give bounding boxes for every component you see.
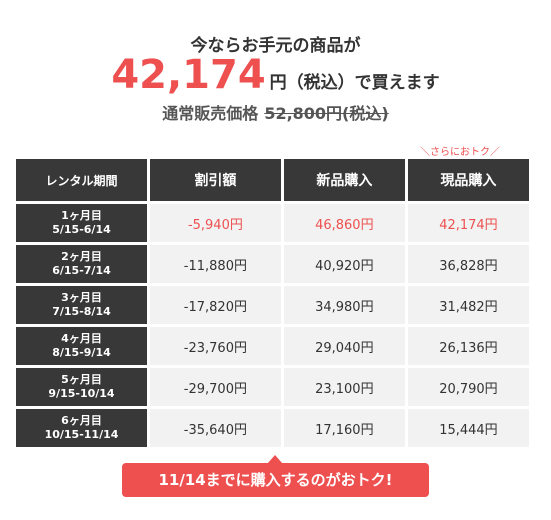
- header-current-purchase: 現品購入: [407, 159, 529, 201]
- period-month: 1ヶ月目: [61, 209, 102, 222]
- table-row: 4ヶ月目 8/15-9/14 -23,760円 29,040円 26,136円: [16, 327, 529, 365]
- discount-cell: -23,760円: [150, 327, 281, 365]
- period-range: 6/15-7/14: [52, 264, 111, 277]
- rental-price-table: レンタル期間 割引額 新品購入 現品購入 1ヶ月目 5/15-6/14 -5,9…: [13, 156, 532, 450]
- period-range: 9/15-10/14: [48, 387, 115, 400]
- period-cell: 1ヶ月目 5/15-6/14: [16, 204, 147, 242]
- discount-cell: -29,700円: [150, 368, 281, 406]
- current-purchase-cell: 26,136円: [407, 327, 529, 365]
- period-cell: 4ヶ月目 8/15-9/14: [16, 327, 147, 365]
- current-price: 42,174: [111, 52, 266, 98]
- period-cell: 5ヶ月目 9/15-10/14: [16, 368, 147, 406]
- table-row: 1ヶ月目 5/15-6/14 -5,940円 46,860円 42,174円: [16, 204, 529, 242]
- discount-cell: -11,880円: [150, 245, 281, 283]
- period-range: 5/15-6/14: [52, 223, 111, 236]
- current-purchase-cell: 36,828円: [407, 245, 529, 283]
- current-purchase-cell: 42,174円: [407, 204, 529, 242]
- new-purchase-cell: 34,980円: [283, 286, 405, 324]
- discount-cell: -17,820円: [150, 286, 281, 324]
- lead-text: 今ならお手元の商品が: [190, 36, 361, 56]
- bonus-note: ＼さらにおトク／: [420, 147, 500, 158]
- regular-price-line: 通常販売価格 52,800円(税込): [0, 100, 551, 124]
- table-row: 6ヶ月目 10/15-11/14 -35,640円 17,160円 15,444…: [16, 409, 529, 447]
- new-purchase-cell: 23,100円: [283, 368, 405, 406]
- deadline-banner: 11/14までに購入するのがおトク!: [122, 463, 429, 497]
- table-header-row: レンタル期間 割引額 新品購入 現品購入: [16, 159, 529, 201]
- current-purchase-cell: 31,482円: [407, 286, 529, 324]
- discount-cell: -5,940円: [150, 204, 281, 242]
- period-month: 4ヶ月目: [61, 332, 102, 345]
- discount-cell: -35,640円: [150, 409, 281, 447]
- header-new-purchase: 新品購入: [283, 159, 405, 201]
- regular-price: 52,800円(税込): [264, 104, 389, 123]
- banner-pointer: [267, 455, 283, 464]
- regular-price-label: 通常販売価格: [162, 104, 259, 123]
- new-purchase-cell: 17,160円: [283, 409, 405, 447]
- period-cell: 2ヶ月目 6/15-7/14: [16, 245, 147, 283]
- period-cell: 6ヶ月目 10/15-11/14: [16, 409, 147, 447]
- header-period: レンタル期間: [16, 159, 147, 201]
- table-row: 5ヶ月目 9/15-10/14 -29,700円 23,100円 20,790円: [16, 368, 529, 406]
- period-month: 2ヶ月目: [61, 250, 102, 263]
- price-line: 42,174 円（税込）で買えます: [0, 52, 551, 98]
- period-range: 10/15-11/14: [44, 428, 119, 441]
- period-month: 5ヶ月目: [61, 373, 102, 386]
- header-discount: 割引額: [150, 159, 281, 201]
- new-purchase-cell: 29,040円: [283, 327, 405, 365]
- current-purchase-cell: 20,790円: [407, 368, 529, 406]
- period-cell: 3ヶ月目 7/15-8/14: [16, 286, 147, 324]
- new-purchase-cell: 40,920円: [283, 245, 405, 283]
- period-month: 6ヶ月目: [61, 414, 102, 427]
- period-range: 8/15-9/14: [52, 346, 111, 359]
- new-purchase-cell: 46,860円: [283, 204, 405, 242]
- period-range: 7/15-8/14: [52, 305, 111, 318]
- current-purchase-cell: 15,444円: [407, 409, 529, 447]
- period-month: 3ヶ月目: [61, 291, 102, 304]
- price-suffix: 円（税込）で買えます: [269, 73, 440, 93]
- table-row: 2ヶ月目 6/15-7/14 -11,880円 40,920円 36,828円: [16, 245, 529, 283]
- table-row: 3ヶ月目 7/15-8/14 -17,820円 34,980円 31,482円: [16, 286, 529, 324]
